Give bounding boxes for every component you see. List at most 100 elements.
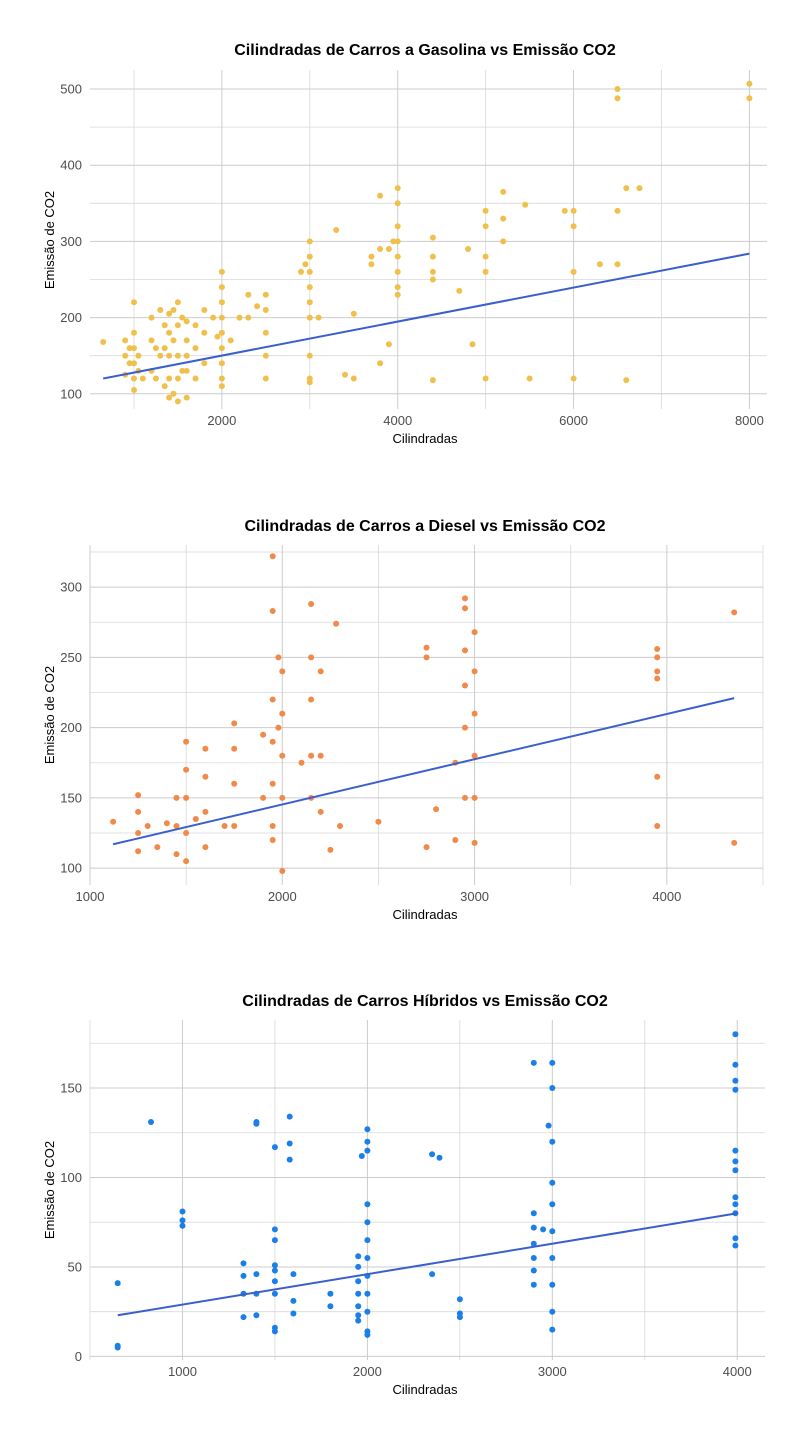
diesel-data-point [260,794,267,801]
hybrid-data-point [530,1210,537,1217]
gasoline-data-point [131,329,137,336]
hybrid-data-point [355,1303,362,1310]
diesel-data-point [279,668,286,675]
hybrid-data-point [355,1263,362,1270]
diesel-data-point [462,605,468,612]
gasoline-gridlines [90,70,767,409]
gasoline-data-point [131,345,137,352]
gasoline-data-point [166,394,173,401]
gasoline-data-point [201,360,208,367]
gasoline-data-point [152,345,159,352]
gasoline-data-point [262,375,269,382]
gasoline-data-point [306,314,313,321]
gasoline-data-point [152,375,159,382]
gasoline-data-point [161,345,168,352]
hybrid-data-point [290,1271,297,1278]
hybrid-y-tick-label: 150 [60,1081,82,1096]
gasoline-data-point [131,387,137,393]
hybrid-data-point [549,1228,556,1235]
gasoline-data-point [394,185,401,192]
hybrid-x-tick-label: 2000 [353,1364,382,1379]
gasoline-data-point [157,307,164,313]
diesel-data-point [202,745,209,752]
gasoline-data-point [148,337,155,344]
gasoline-data-point [500,188,507,195]
diesel-x-tick-label: 4000 [652,889,681,904]
hybrid-data-point [327,1290,334,1297]
diesel-data-point [269,608,276,614]
hybrid-data-point [456,1314,463,1321]
gasoline-data-point [614,95,621,102]
gasoline-data-point [526,375,533,382]
gasoline-data-point [623,377,630,384]
diesel-trend-line [112,697,735,846]
diesel-data-point [231,720,238,727]
hybrid-x-axis-label: Cilindradas [392,1382,458,1397]
diesel-data-point [183,830,190,836]
hybrid-data-point [530,1255,537,1261]
gasoline-data-point [192,322,199,329]
hybrid-data-point [253,1120,260,1127]
diesel-data-point [269,738,276,745]
diesel-data-point [135,848,142,855]
diesel-chart-panel: Cilindradas de Carros a Diesel vs Emissã… [42,518,764,922]
gasoline-data-point [390,238,397,245]
gasoline-data-point [500,238,507,245]
diesel-data-point [317,752,324,759]
diesel-data-point [654,668,661,675]
gasoline-data-point [245,314,252,321]
gasoline-data-point [614,261,621,268]
hybrid-trend-line [117,1212,738,1317]
hybrid-data-point [364,1331,371,1338]
gasoline-x-tick-label: 8000 [735,413,764,428]
gasoline-data-point [377,192,384,199]
diesel-y-tick-label: 200 [60,720,82,735]
gasoline-data-point [429,276,436,283]
hybrid-data-point [364,1138,371,1145]
hybrid-data-point [327,1303,334,1310]
hybrid-data-point [732,1147,739,1154]
hybrid-data-point [530,1224,537,1231]
diesel-data-point [275,654,282,661]
gasoline-data-point [218,268,225,275]
diesel-data-point [308,601,315,607]
hybrid-data-point [148,1119,154,1125]
diesel-data-point [269,780,276,787]
gasoline-data-point [306,379,313,386]
gasoline-data-point [482,223,489,230]
gasoline-data-point [122,352,129,359]
gasoline-data-point [170,337,177,344]
gasoline-data-point [166,352,173,359]
diesel-data-point [279,710,286,717]
hybrid-data-point [530,1059,537,1066]
hybrid-data-point [549,1255,556,1261]
gasoline-data-point [522,201,529,208]
hybrid-data-point [732,1194,739,1201]
gasoline-data-point [385,341,392,348]
diesel-data-point [279,752,286,759]
diesel-y-axis-label: Emissão de CO2 [42,666,57,764]
gasoline-data-point [179,367,186,374]
diesel-data-point [471,794,478,801]
diesel-data-point [183,858,190,865]
diesel-data-point [298,759,305,766]
diesel-data-point [423,644,430,651]
hybrid-data-point [549,1085,556,1091]
diesel-data-point [202,773,209,780]
diesel-chart-title: Cilindradas de Carros a Diesel vs Emissã… [244,518,605,535]
gasoline-data-point [429,234,436,241]
diesel-data-point [135,808,142,815]
gasoline-data-point [394,291,401,298]
diesel-data-point [163,820,170,827]
gasoline-data-point [306,268,313,275]
hybrid-data-point [290,1297,297,1304]
gasoline-x-tick-label: 4000 [383,413,412,428]
diesel-data-point [231,823,238,829]
diesel-data-point [462,647,468,654]
hybrid-data-point [364,1308,371,1315]
diesel-data-point [654,675,661,682]
gasoline-data-point [170,307,177,313]
diesel-data-point [183,794,190,801]
hybrid-data-point [271,1144,278,1151]
diesel-data-point [317,668,324,675]
